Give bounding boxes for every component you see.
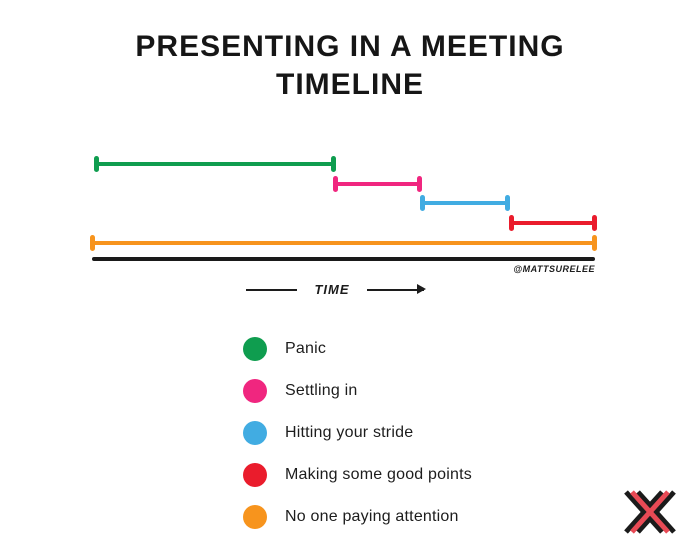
legend-item: No one paying attention — [243, 505, 472, 529]
bar-cap-left — [90, 235, 95, 251]
time-axis-label: TIME — [246, 282, 426, 297]
legend: Panic Settling in Hitting your stride Makin… — [243, 337, 472, 547]
attribution: @MATTSURELEE — [513, 264, 595, 274]
bar-cap-right — [591, 215, 597, 231]
timeline-bar-hitting-your-stride — [419, 195, 510, 211]
bar-line — [96, 162, 334, 166]
time-arrow-right-icon — [367, 284, 426, 294]
legend-swatch — [243, 421, 267, 445]
timeline-bar-panic — [94, 156, 336, 172]
bar-line — [510, 221, 595, 225]
bar-cap-right — [504, 195, 510, 211]
timeline-bar-making-some-good-points — [508, 215, 597, 231]
legend-item: Panic — [243, 337, 472, 361]
time-line-left — [246, 288, 297, 291]
legend-label: Settling in — [285, 382, 358, 399]
page-title: PRESENTING IN A MEETING TIMELINE — [0, 28, 700, 104]
timeline-axis — [92, 257, 595, 261]
legend-label: Panic — [285, 340, 327, 357]
legend-item: Hitting your stride — [243, 421, 472, 445]
legend-swatch — [243, 505, 267, 529]
bar-cap-right — [330, 156, 336, 172]
timeline-bar-settling-in — [332, 176, 422, 192]
double-x-logo-icon — [624, 490, 676, 534]
bar-cap-left — [332, 176, 338, 192]
bar-cap-right — [592, 235, 597, 251]
title-line-2: TIMELINE — [276, 68, 424, 101]
legend-item: Settling in — [243, 379, 472, 403]
bar-line — [421, 201, 508, 205]
time-label-text: TIME — [314, 282, 350, 297]
bar-cap-left — [419, 195, 425, 211]
legend-label: No one paying attention — [285, 508, 459, 525]
bar-line — [334, 182, 420, 186]
legend-label: Making some good points — [285, 466, 472, 483]
bar-cap-left — [508, 215, 514, 231]
bar-cap-left — [94, 156, 100, 172]
legend-swatch — [243, 379, 267, 403]
legend-label: Hitting your stride — [285, 424, 414, 441]
title-line-1: PRESENTING IN A MEETING — [135, 30, 565, 63]
timeline-bar-no-one-paying-attention — [90, 235, 597, 251]
bar-line — [92, 241, 595, 245]
legend-item: Making some good points — [243, 463, 472, 487]
legend-swatch — [243, 463, 267, 487]
legend-swatch — [243, 337, 267, 361]
bar-cap-right — [416, 176, 422, 192]
